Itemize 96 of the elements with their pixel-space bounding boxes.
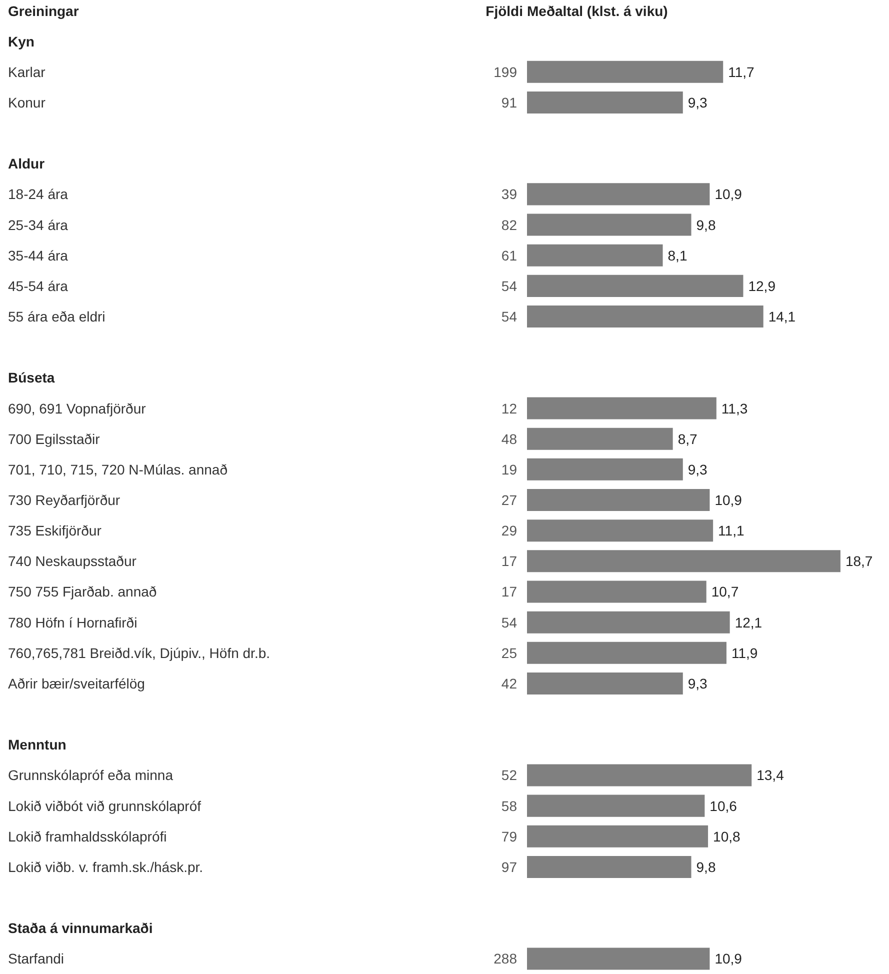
bar bbox=[527, 825, 708, 848]
text: 42 bbox=[501, 675, 518, 692]
text: Fjöldi bbox=[486, 3, 524, 19]
data-label: 9,8 bbox=[696, 858, 716, 875]
text: 29 bbox=[501, 522, 518, 539]
y-tick-label: Lokið viðbót við grunnskólapróf bbox=[8, 798, 202, 814]
text: 52 bbox=[501, 767, 518, 784]
y-tick-label: 735 Eskifjörður bbox=[8, 522, 102, 539]
data-label: 11,7 bbox=[728, 64, 755, 80]
text: 27 bbox=[501, 492, 518, 508]
y-tick-label: 35-44 ára bbox=[8, 247, 68, 264]
bar bbox=[527, 611, 730, 634]
data-label: 10,7 bbox=[711, 584, 739, 600]
y-tick-label: Búseta bbox=[8, 370, 55, 386]
bar bbox=[527, 948, 710, 970]
y-tick-label: 55 ára eða eldri bbox=[8, 308, 106, 325]
data-label: 11,3 bbox=[721, 400, 748, 416]
y-tick-label: Starfandi bbox=[8, 950, 64, 967]
text: 288 bbox=[494, 950, 518, 967]
y-tick-label: Staða á vinnumarkaði bbox=[8, 920, 153, 936]
bar bbox=[527, 397, 716, 420]
y-tick-label: Lokið framhaldsskólaprófi bbox=[8, 828, 167, 844]
text: 17 bbox=[501, 553, 518, 570]
bar bbox=[527, 458, 683, 480]
text: 54 bbox=[501, 308, 518, 325]
y-tick-label: Menntun bbox=[8, 736, 66, 753]
y-tick-label: Kyn bbox=[8, 33, 34, 50]
bar bbox=[527, 306, 764, 328]
bar bbox=[527, 488, 710, 512]
text: 19 bbox=[501, 461, 518, 478]
data-label: 12,9 bbox=[748, 278, 776, 294]
data-label: 9,8 bbox=[696, 216, 716, 233]
text: 82 bbox=[501, 216, 518, 233]
data-label: 10,9 bbox=[714, 186, 742, 202]
y-axis-title: Greiningar bbox=[8, 3, 80, 19]
y-tick-label: Aðrir bæir/sveitarfélög bbox=[8, 675, 145, 692]
text: 12 bbox=[501, 400, 518, 416]
bar bbox=[527, 642, 726, 664]
data-label: 12,1 bbox=[734, 614, 762, 630]
y-tick-label: Aldur bbox=[8, 156, 46, 172]
bar bbox=[527, 580, 706, 603]
y-tick-label: 730 Reyðarfjörður bbox=[8, 492, 120, 508]
data-label: 14,1 bbox=[768, 308, 796, 325]
data-label: 10,9 bbox=[714, 492, 742, 508]
bar bbox=[527, 183, 710, 206]
data-label: 10,9 bbox=[714, 950, 742, 967]
y-tick-label: 780 Höfn í Hornafirði bbox=[8, 614, 138, 630]
bar bbox=[527, 794, 705, 817]
text: 54 bbox=[501, 278, 518, 294]
data-label: 10,8 bbox=[713, 828, 740, 844]
y-tick-label: Lokið viðb. v. framh.sk./hásk.pr. bbox=[8, 858, 204, 875]
data-label: 11,9 bbox=[731, 644, 758, 661]
bar bbox=[527, 60, 724, 83]
text: 17 bbox=[501, 584, 518, 600]
data-label: 13,4 bbox=[756, 767, 784, 784]
bar bbox=[527, 428, 673, 450]
data-label: 9,3 bbox=[688, 461, 708, 478]
y-tick-label: Konur bbox=[8, 94, 46, 110]
data-label: 8,1 bbox=[668, 247, 688, 264]
bar bbox=[527, 520, 714, 542]
y-tick-label: Karlar bbox=[8, 64, 46, 80]
bar bbox=[527, 214, 692, 236]
text: 54 bbox=[501, 614, 518, 630]
text: 199 bbox=[494, 64, 518, 80]
data-label: 18,7 bbox=[845, 553, 873, 570]
data-label: 10,6 bbox=[710, 798, 738, 814]
text: 39 bbox=[501, 186, 518, 202]
data-label: 8,7 bbox=[678, 430, 698, 447]
y-tick-label: Grunnskólapróf eða minna bbox=[8, 767, 174, 784]
data-label: 9,3 bbox=[688, 675, 708, 692]
y-tick-label: 45-54 ára bbox=[8, 278, 68, 294]
data-label: 9,3 bbox=[688, 94, 708, 110]
text: 61 bbox=[501, 247, 518, 264]
bar bbox=[527, 672, 683, 694]
text: 58 bbox=[501, 798, 518, 814]
bar bbox=[527, 244, 663, 266]
x-axis-title: Meðaltal (klst. á viku) bbox=[527, 3, 668, 19]
y-tick-label: 740 Neskaupsstaður bbox=[8, 553, 137, 570]
y-tick-label: 750 755 Fjarðab. annað bbox=[8, 584, 157, 600]
bar bbox=[527, 856, 692, 878]
bar bbox=[527, 274, 744, 297]
text: 91 bbox=[501, 94, 518, 110]
y-tick-label: 25-34 ára bbox=[8, 216, 68, 233]
text: 25 bbox=[501, 644, 518, 661]
y-tick-label: 690, 691 Vopnafjörður bbox=[8, 400, 146, 416]
y-tick-label: 701, 710, 715, 720 N-Múlas. annað bbox=[8, 461, 228, 478]
y-tick-label: 18-24 ára bbox=[8, 186, 68, 202]
bar bbox=[527, 764, 752, 786]
text: 97 bbox=[501, 858, 518, 875]
y-tick-label: 700 Egilsstaðir bbox=[8, 430, 100, 447]
y-tick-label: 760,765,781 Breiðd.vík, Djúpiv., Höfn dr.b. bbox=[8, 644, 270, 661]
bar bbox=[527, 91, 683, 114]
text: 48 bbox=[501, 430, 518, 447]
bar bbox=[527, 550, 840, 572]
text: 79 bbox=[501, 828, 518, 844]
data-label: 11,1 bbox=[718, 522, 744, 539]
